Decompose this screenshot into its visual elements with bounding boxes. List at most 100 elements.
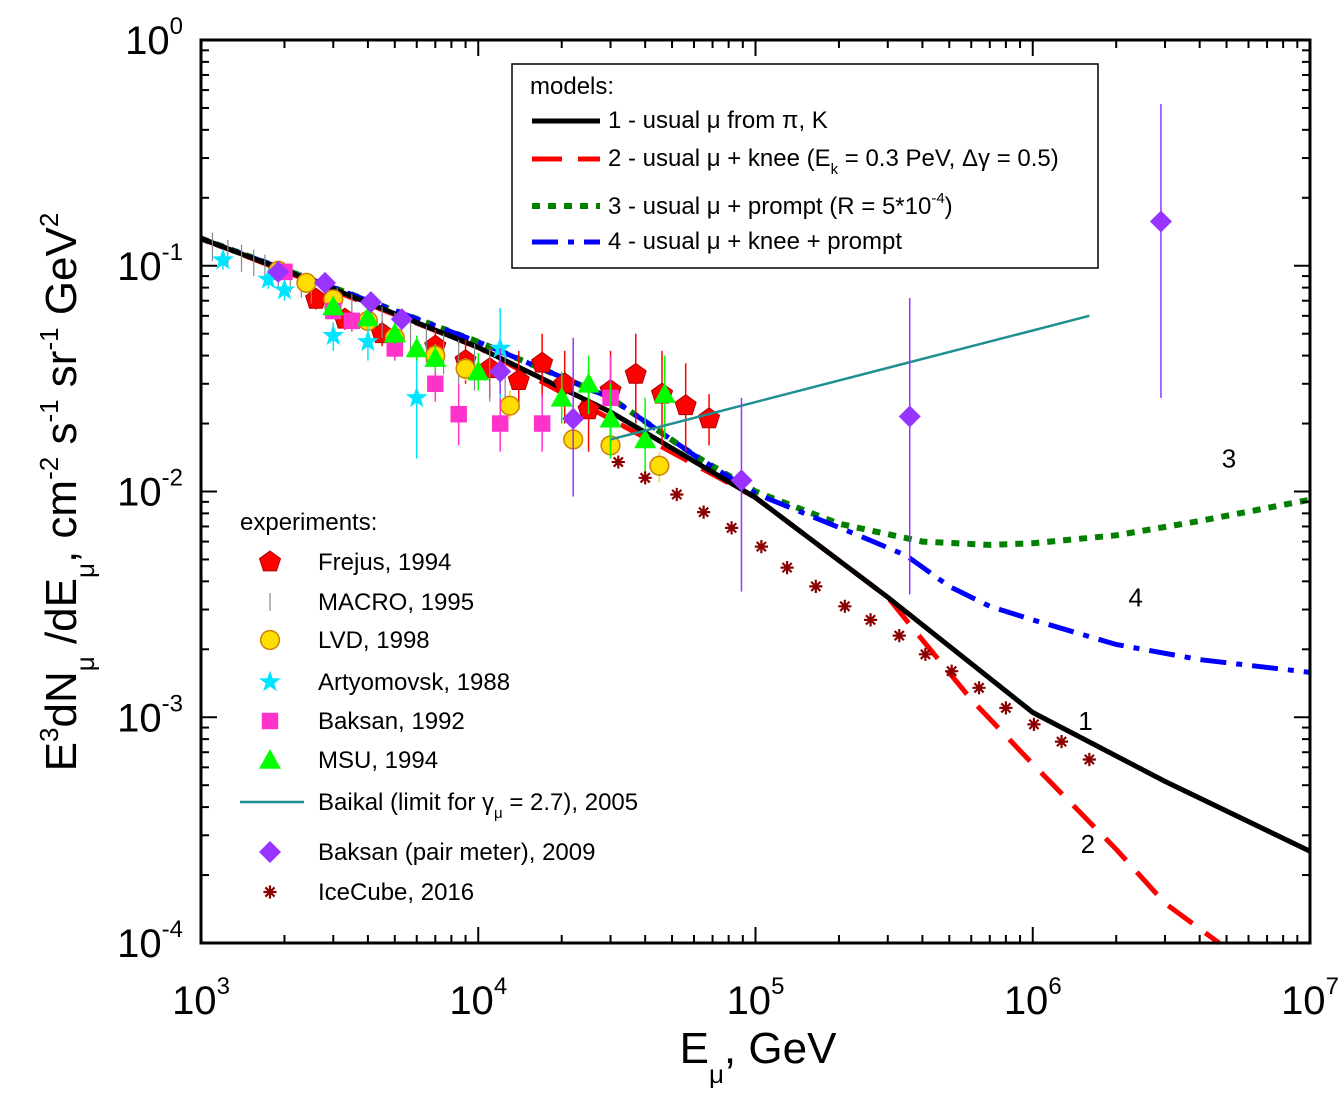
legend-exp-msu: MSU, 1994 bbox=[318, 747, 438, 774]
legend-exp-macro: MACRO, 1995 bbox=[318, 589, 474, 616]
data-point bbox=[405, 386, 428, 408]
series-8 bbox=[611, 455, 1096, 767]
x-tick-label: 106 bbox=[1004, 973, 1062, 1023]
curve-label-2: 2 bbox=[1081, 829, 1095, 859]
data-point bbox=[313, 271, 336, 294]
models-legend: models: 1 - usual μ from π, K 2 - usual … bbox=[511, 63, 1099, 269]
data-point bbox=[1054, 735, 1069, 749]
curve-label-1: 1 bbox=[1078, 706, 1092, 736]
models-legend-box bbox=[511, 63, 1099, 269]
data-point bbox=[356, 306, 379, 327]
data-point bbox=[624, 362, 647, 384]
data-point bbox=[450, 405, 467, 423]
data-point bbox=[467, 360, 490, 381]
data-point bbox=[273, 278, 296, 300]
data-point bbox=[424, 347, 447, 367]
axis-ticks bbox=[200, 39, 1311, 944]
legend-model-4: 4 - usual μ + knee + prompt bbox=[608, 228, 902, 255]
curve-label-3: 3 bbox=[1222, 443, 1236, 473]
data-point bbox=[918, 647, 932, 661]
legend-marker-4 bbox=[261, 712, 279, 730]
tick-labels: 103 104 105 106 107 10-4 10-3 10-2 10-1 100 bbox=[117, 13, 1339, 1023]
experiments-legend: experiments: Frejus, 1994 MACRO, 1995 LV… bbox=[240, 509, 638, 906]
experiments-legend-title: experiments: bbox=[240, 509, 377, 536]
y-tick-label: 10-2 bbox=[117, 465, 183, 515]
x-axis-title: Eμ, GeV bbox=[680, 1024, 837, 1089]
model-curve-2 bbox=[200, 236, 1221, 946]
data-point bbox=[972, 681, 986, 695]
data-point bbox=[898, 405, 921, 428]
x-tick-label: 105 bbox=[727, 973, 785, 1023]
experiment-points bbox=[211, 104, 1172, 767]
data-point bbox=[649, 455, 670, 476]
data-point bbox=[863, 613, 878, 627]
legend-exp-baksan-pair: Baksan (pair meter), 2009 bbox=[318, 839, 595, 866]
series-5 bbox=[322, 295, 676, 483]
data-point bbox=[670, 487, 684, 502]
legend-marker-5 bbox=[259, 749, 281, 769]
data-point bbox=[267, 260, 290, 283]
data-point bbox=[550, 386, 573, 407]
data-point bbox=[489, 336, 512, 358]
legend-marker-8 bbox=[263, 885, 277, 899]
data-point bbox=[945, 664, 959, 678]
data-point bbox=[638, 471, 652, 485]
data-point bbox=[356, 330, 379, 352]
data-point bbox=[1149, 210, 1172, 233]
data-point bbox=[386, 340, 404, 357]
y-tick-label: 10-3 bbox=[117, 690, 183, 740]
legend-exp-frejus: Frejus, 1994 bbox=[318, 549, 451, 576]
data-point bbox=[322, 295, 345, 316]
legend-model-1: 1 - usual μ from π, K bbox=[608, 107, 828, 134]
legend-exp-baikal: Baikal (limit for γμ = 2.7), 2005 bbox=[318, 789, 638, 822]
data-point bbox=[809, 579, 823, 593]
data-point bbox=[296, 272, 317, 293]
data-point bbox=[491, 415, 509, 432]
data-point bbox=[611, 455, 625, 469]
legend-marker-0 bbox=[258, 550, 282, 572]
data-point bbox=[1027, 717, 1041, 731]
y-tick-label: 10-4 bbox=[117, 916, 183, 966]
series-7 bbox=[267, 104, 1172, 595]
data-point bbox=[383, 322, 406, 343]
series-6 bbox=[610, 314, 1090, 441]
y-axis-title: E3dNμ /dEμ, cm-2 s-1 sr-1 GeV2 bbox=[34, 213, 100, 772]
data-point bbox=[577, 372, 600, 393]
data-point bbox=[405, 337, 428, 358]
data-point bbox=[653, 383, 676, 403]
data-point bbox=[838, 599, 852, 613]
data-point bbox=[754, 540, 768, 554]
experiments-legend-markers bbox=[240, 550, 304, 899]
data-point bbox=[780, 561, 794, 575]
legend-model-2: 2 - usual μ + knee (Ek = 0.3 PeV, Δγ = 0… bbox=[608, 145, 1059, 178]
data-point bbox=[257, 267, 280, 289]
legend-exp-lvd: LVD, 1998 bbox=[318, 627, 430, 654]
curve-labels: 1 2 3 4 bbox=[1078, 443, 1236, 859]
y-tick-label: 100 bbox=[125, 13, 183, 63]
x-tick-label: 107 bbox=[1281, 973, 1339, 1023]
model-curve-3 bbox=[199, 235, 1311, 548]
curve-label-4: 4 bbox=[1128, 582, 1142, 612]
data-point bbox=[359, 291, 382, 314]
models-legend-lines bbox=[532, 118, 600, 245]
data-point bbox=[212, 248, 234, 270]
data-point bbox=[1082, 752, 1096, 767]
data-point bbox=[674, 394, 697, 416]
data-point bbox=[390, 308, 413, 331]
data-point bbox=[343, 312, 361, 330]
legend-marker-3 bbox=[259, 670, 281, 692]
data-point bbox=[427, 375, 444, 393]
data-point bbox=[499, 395, 520, 416]
legend-model-3: 3 - usual μ + prompt (R = 5*10-4) bbox=[608, 190, 953, 220]
legend-exp-baksan-1992: Baksan, 1992 bbox=[318, 708, 465, 735]
data-point bbox=[697, 505, 711, 519]
x-tick-label: 104 bbox=[449, 973, 507, 1023]
data-point bbox=[730, 469, 753, 492]
data-point bbox=[999, 701, 1013, 715]
data-point bbox=[489, 360, 512, 383]
data-point bbox=[322, 324, 345, 345]
data-point bbox=[531, 351, 554, 373]
legend-exp-artyomovsk: Artyomovsk, 1988 bbox=[318, 669, 510, 696]
data-point bbox=[725, 521, 739, 535]
